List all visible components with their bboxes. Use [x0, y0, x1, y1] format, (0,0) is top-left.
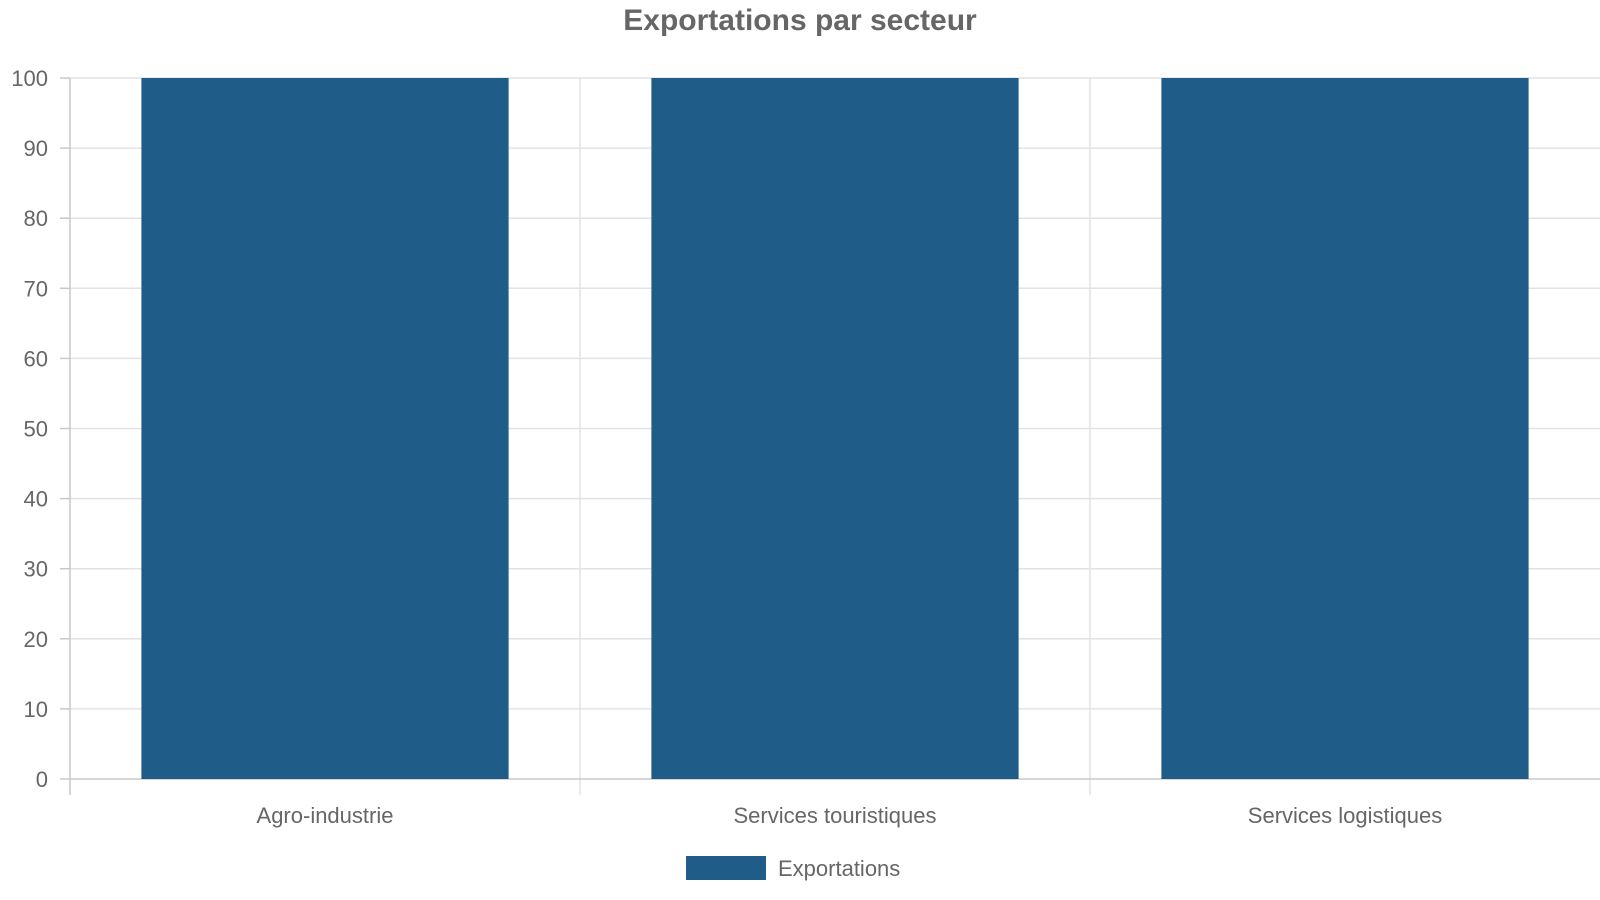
y-tick-label: 0	[36, 767, 48, 792]
y-tick-label: 30	[24, 557, 48, 582]
bar[interactable]	[1161, 78, 1529, 779]
x-tick-label: Services touristiques	[734, 803, 937, 828]
y-tick-label: 50	[24, 417, 48, 442]
y-tick-label: 80	[24, 206, 48, 231]
bars	[141, 78, 1529, 779]
legend[interactable]: Exportations	[686, 856, 900, 881]
x-tick-label: Services logistiques	[1248, 803, 1442, 828]
bar[interactable]	[651, 78, 1019, 779]
y-tick-label: 40	[24, 487, 48, 512]
legend-swatch[interactable]	[686, 856, 766, 880]
legend-label[interactable]: Exportations	[778, 856, 900, 881]
x-tick-labels: Agro-industrie Services touristiques Servi…	[257, 803, 1443, 828]
y-tick-label: 10	[24, 697, 48, 722]
y-tick-label: 60	[24, 346, 48, 371]
y-tick-label: 70	[24, 276, 48, 301]
y-tick-label: 100	[11, 66, 48, 91]
x-tick-label: Agro-industrie	[257, 803, 394, 828]
y-tick-labels: 0 10 20 30 40 50 60 70 80 90 100	[11, 66, 48, 792]
chart-title: Exportations par secteur	[623, 4, 977, 37]
y-tick-label: 20	[24, 627, 48, 652]
y-tick-label: 90	[24, 136, 48, 161]
bar[interactable]	[141, 78, 509, 779]
